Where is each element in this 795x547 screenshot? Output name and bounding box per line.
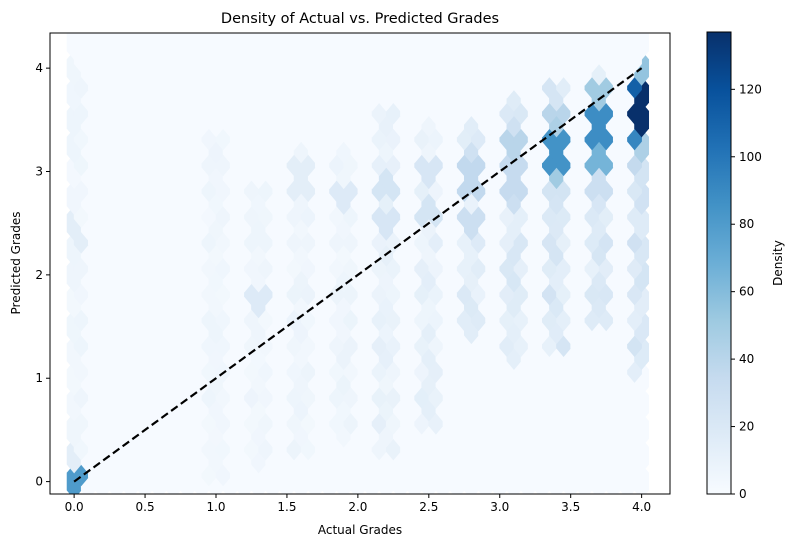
hex-cell: [307, 33, 323, 60]
hex-cell: [492, 33, 508, 60]
colorbar-tick-label: 60: [739, 285, 754, 299]
hex-cell: [322, 33, 337, 60]
colorbar-tick-label: 80: [739, 217, 754, 231]
x-tick-label: 4.0: [632, 500, 651, 514]
hex-cell: [534, 33, 550, 60]
colorbar-label: Density: [771, 240, 785, 286]
hex-cell: [634, 33, 650, 60]
y-tick-label: 3: [35, 165, 43, 179]
hex-cell: [577, 33, 593, 60]
y-axis-ticks: 0 1 2 3 4: [35, 61, 50, 489]
y-axis-label: Predicted Grades: [9, 212, 23, 315]
hex-cell: [350, 33, 366, 60]
hex-cell: [591, 33, 607, 60]
hex-cell: [435, 33, 451, 60]
y-tick-label: 0: [35, 475, 43, 489]
hex-cell: [293, 33, 309, 60]
hex-cell: [251, 33, 266, 60]
colorbar-ticks: 0 20 40 60 80 100 120: [731, 82, 762, 501]
hex-cell: [151, 33, 167, 60]
hex-cell: [378, 33, 394, 60]
hex-cell: [208, 33, 224, 60]
colorbar-tick-label: 40: [739, 352, 754, 366]
y-tick-label: 4: [35, 61, 43, 75]
hex-cell: [222, 33, 238, 60]
hex-cell: [620, 33, 635, 60]
x-tick-label: 1.0: [206, 500, 225, 514]
x-axis-ticks: 0.0 0.5 1.0 1.5 2.0 2.5 3.0 3.5 4.0: [65, 494, 651, 514]
hex-cell: [421, 33, 437, 60]
hex-cell: [563, 33, 579, 60]
plot-frame: [49, 32, 671, 495]
hex-cell: [236, 33, 252, 60]
hex-cell: [463, 33, 479, 60]
colorbar: [706, 31, 732, 495]
hex-cell: [166, 33, 181, 60]
hex-cell: [123, 33, 139, 60]
hex-cell: [180, 33, 196, 60]
hex-cell: [95, 33, 110, 60]
hex-cell: [407, 33, 423, 60]
hex-cell: [194, 33, 210, 60]
x-tick-label: 2.0: [348, 500, 367, 514]
hex-cell: [66, 33, 82, 60]
reference-line: [73, 67, 643, 483]
chart-title: Density of Actual vs. Predicted Grades: [221, 11, 499, 27]
hex-cell: [605, 33, 621, 60]
x-tick-label: 1.5: [277, 500, 296, 514]
colorbar-tick-label: 100: [739, 150, 762, 164]
x-tick-label: 0.0: [65, 500, 84, 514]
hex-cell: [520, 33, 536, 60]
hex-cell: [137, 33, 153, 60]
x-tick-label: 3.0: [490, 500, 509, 514]
hex-cell: [80, 33, 96, 60]
colorbar-tick-label: 0: [739, 487, 747, 501]
x-tick-label: 2.5: [419, 500, 438, 514]
hex-cell: [478, 33, 493, 60]
y-tick-label: 2: [35, 268, 43, 282]
hex-cell: [364, 33, 380, 60]
hex-cell: [393, 33, 408, 60]
colorbar-tick-label: 120: [739, 82, 762, 96]
hex-cell: [336, 33, 352, 60]
hex-cell: [109, 33, 125, 60]
reference-line-layer: [73, 67, 643, 483]
x-tick-label: 0.5: [136, 500, 155, 514]
y-tick-label: 1: [35, 371, 43, 385]
hexbin-cells: [66, 33, 650, 494]
colorbar-tick-label: 20: [739, 420, 754, 434]
hex-cell: [265, 33, 281, 60]
x-tick-label: 3.5: [561, 500, 580, 514]
hex-cell: [449, 33, 465, 60]
hex-cell: [506, 33, 522, 60]
hex-cell: [279, 33, 295, 60]
x-axis-label: Actual Grades: [318, 523, 402, 537]
hex-cell: [549, 33, 564, 60]
